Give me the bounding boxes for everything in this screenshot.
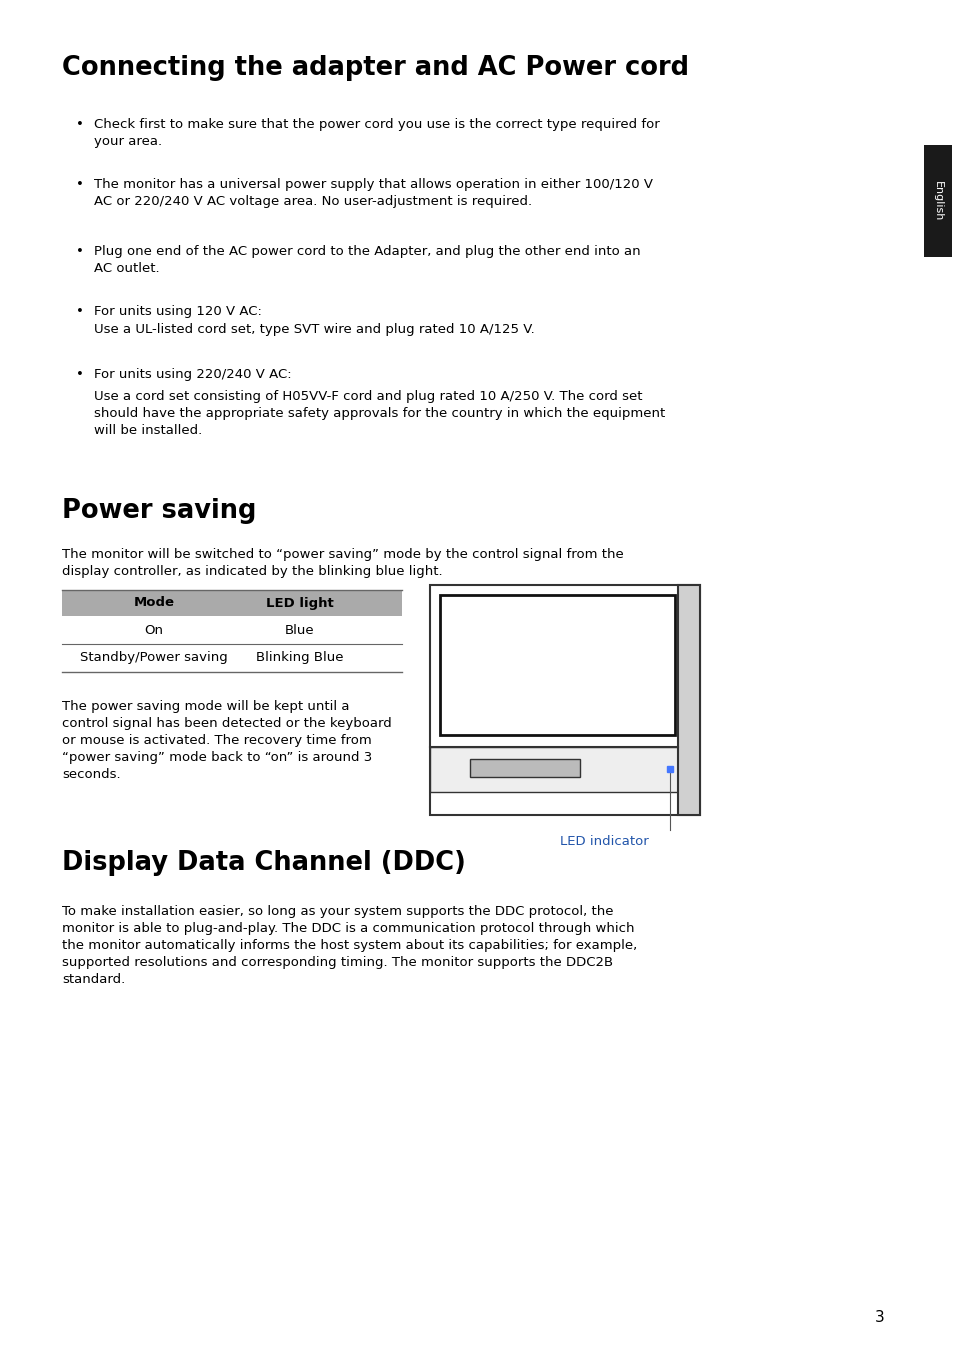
Bar <box>430 747 678 793</box>
Bar <box>439 596 675 735</box>
Text: On: On <box>144 623 163 637</box>
Text: The monitor will be switched to “power saving” mode by the control signal from t: The monitor will be switched to “power s… <box>62 548 623 578</box>
Text: Connecting the adapter and AC Power cord: Connecting the adapter and AC Power cord <box>62 55 688 81</box>
Text: •: • <box>76 245 84 257</box>
Text: Use a cord set consisting of H05VV-F cord and plug rated 10 A/250 V. The cord se: Use a cord set consisting of H05VV-F cor… <box>94 390 664 437</box>
Text: For units using 120 V AC:: For units using 120 V AC: <box>94 305 262 318</box>
Text: English: English <box>932 181 942 222</box>
Text: The power saving mode will be kept until a
control signal has been detected or t: The power saving mode will be kept until… <box>62 700 392 780</box>
Bar <box>62 590 401 616</box>
Text: The monitor has a universal power supply that allows operation in either 100/120: The monitor has a universal power supply… <box>94 178 652 208</box>
Bar <box>430 585 700 815</box>
Text: •: • <box>76 305 84 318</box>
Bar <box>470 758 579 778</box>
Text: Plug one end of the AC power cord to the Adapter, and plug the other end into an: Plug one end of the AC power cord to the… <box>94 245 640 275</box>
Text: Blinking Blue: Blinking Blue <box>256 652 343 664</box>
Text: Display Data Channel (DDC): Display Data Channel (DDC) <box>62 850 465 876</box>
Text: •: • <box>76 368 84 381</box>
Text: Blue: Blue <box>285 623 314 637</box>
Text: 3: 3 <box>874 1310 884 1325</box>
Text: •: • <box>76 118 84 131</box>
Text: To make installation easier, so long as your system supports the DDC protocol, t: To make installation easier, so long as … <box>62 905 637 986</box>
Bar <box>678 585 700 815</box>
Text: •: • <box>76 178 84 192</box>
Text: Use a UL-listed cord set, type SVT wire and plug rated 10 A/125 V.: Use a UL-listed cord set, type SVT wire … <box>94 323 535 335</box>
Text: For units using 220/240 V AC:: For units using 220/240 V AC: <box>94 368 292 381</box>
Text: Standby/Power saving: Standby/Power saving <box>80 652 228 664</box>
Text: Check first to make sure that the power cord you use is the correct type require: Check first to make sure that the power … <box>94 118 659 148</box>
Text: Power saving: Power saving <box>62 498 256 524</box>
Bar <box>923 145 951 257</box>
Text: LED light: LED light <box>266 597 334 609</box>
Text: LED indicator: LED indicator <box>559 835 648 847</box>
Text: Mode: Mode <box>133 597 174 609</box>
